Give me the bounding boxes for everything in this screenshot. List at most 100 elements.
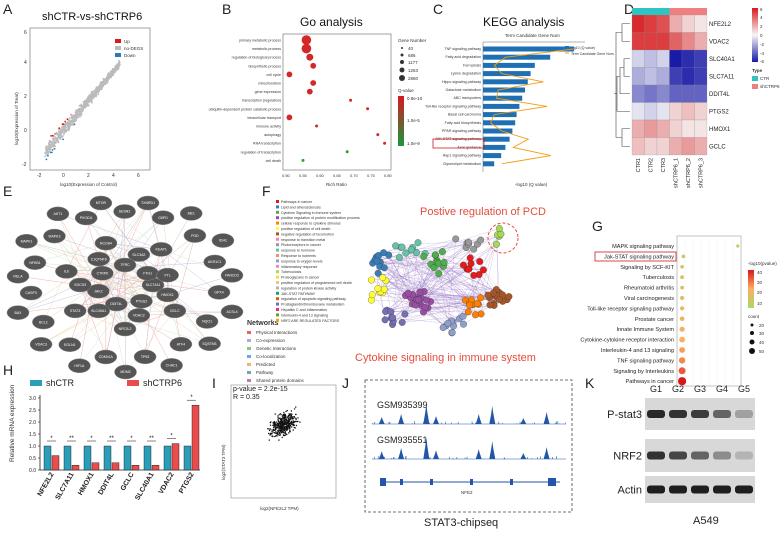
- panel-k-label: K: [585, 375, 595, 391]
- f-edge: [393, 263, 439, 322]
- i-point: [276, 435, 278, 437]
- h-bar-shctr: [83, 445, 92, 471]
- panel-h-bars: * ** * ** * ** **: [43, 395, 200, 471]
- e-node-label: SOCS3: [74, 283, 86, 287]
- h-sig: *: [50, 436, 53, 442]
- b-size-legend-0: 40: [408, 46, 414, 51]
- h-ytick: 3.0: [29, 396, 36, 402]
- i-point: [284, 427, 286, 429]
- b-xtick: 0.75: [367, 173, 376, 178]
- h-sig: *: [90, 436, 93, 442]
- a-point: [106, 81, 109, 83]
- e-node: [87, 283, 110, 299]
- panel-b-label: B: [222, 1, 231, 17]
- k-band: [691, 485, 709, 494]
- f-edge: [419, 292, 466, 301]
- panel-i-ylabel: log2(STAT3 TPM): [221, 444, 226, 480]
- c-category-label: Hippo signaling pathway: [442, 80, 481, 84]
- f-node: [367, 276, 375, 284]
- f-legend-label: inflammatory response: [281, 265, 317, 269]
- f-node: [430, 264, 438, 272]
- i-point: [290, 410, 293, 412]
- f-node: [464, 308, 472, 316]
- a-point: [102, 81, 105, 83]
- d-gene-label: GCLC: [709, 144, 726, 150]
- e-edge: [74, 310, 126, 373]
- f-edge: [427, 303, 494, 309]
- f-edge: [375, 259, 482, 315]
- k-band: [691, 451, 709, 460]
- f-edge: [388, 255, 406, 315]
- panel-a: A shCTR-vs-shCTRP6 Up no-DEGS Down -2 0 …: [3, 1, 151, 187]
- a-point: [90, 101, 93, 104]
- f-node: [470, 245, 478, 253]
- c-category-label: Fatty acid degradation: [445, 55, 481, 59]
- g-pathway-label: Toll-like receptor signaling pathway: [587, 306, 674, 312]
- a-point: [59, 130, 62, 133]
- k-protein-label: Actin: [618, 485, 642, 497]
- g-pathway-label: Rheumatoid arthritis: [624, 286, 674, 292]
- f-edge: [390, 304, 479, 312]
- f-legend-label: response to oxygen levels: [281, 259, 323, 263]
- j-exon: [470, 479, 473, 485]
- panel-b-term-labels: primary metabolic process metabolic proce…: [209, 39, 282, 163]
- e-node-label: BAX: [14, 311, 22, 315]
- i-point: [278, 425, 281, 427]
- d-heat-cell: [681, 102, 695, 121]
- a-point: [51, 134, 54, 137]
- d-heat-cell: [631, 119, 645, 138]
- e-node: [15, 234, 38, 249]
- f-edge: [416, 274, 480, 300]
- i-point: [278, 420, 280, 423]
- g-point: [678, 357, 686, 364]
- e-node: [46, 206, 70, 222]
- a-point: [107, 72, 110, 75]
- a-point: [48, 145, 51, 147]
- e-node-label: BCL2: [39, 320, 48, 324]
- d-sample-label: CTR1: [636, 158, 642, 172]
- d-type-cell: [657, 8, 670, 15]
- f-node: [435, 270, 443, 278]
- c-legend-0: log10 (Q value): [571, 46, 595, 50]
- f-legend-swatch: [276, 243, 279, 247]
- e-edge: [66, 261, 215, 272]
- h-bar-shctrp6: [51, 455, 60, 471]
- f-edge: [417, 295, 498, 298]
- e-node-label: JAK2: [94, 289, 102, 293]
- d-heat-cell: [631, 84, 645, 103]
- f-edge: [382, 252, 407, 293]
- c-category-label: Axon guidance: [457, 145, 481, 149]
- i-point: [280, 414, 282, 416]
- e-edge: [79, 284, 107, 358]
- panel-c-label: C: [433, 1, 443, 17]
- f-node: [423, 296, 430, 304]
- e-edge: [34, 242, 107, 263]
- f-edge: [380, 238, 456, 292]
- g-pathway-label: Innate Immune System: [616, 327, 674, 333]
- a-point: [45, 145, 48, 148]
- i-point: [278, 439, 280, 441]
- e-node: [87, 251, 110, 267]
- b-term-label: cell cycle: [266, 73, 281, 77]
- a-point: [49, 149, 52, 151]
- panel-a-ylabel: log10(Expression of Treat): [14, 92, 19, 145]
- g-color-1: 30: [757, 280, 763, 285]
- c-category-label: Basal cell carcinoma: [448, 113, 481, 117]
- a-point: [49, 146, 52, 149]
- e-legend-swatch: [247, 371, 251, 374]
- b-size-legend-dot: [399, 75, 405, 81]
- i-point: [285, 410, 287, 413]
- f-node: [380, 249, 388, 257]
- i-point: [290, 422, 292, 424]
- g-count-title: count: [748, 314, 760, 319]
- i-point: [295, 417, 297, 420]
- f-legend-label: negative regulation of locomotion: [281, 232, 334, 236]
- f-edge: [383, 252, 508, 300]
- a-point: [91, 100, 93, 102]
- i-point: [289, 429, 291, 432]
- d-type-cell: [669, 8, 682, 15]
- f-legend-swatch: [276, 308, 279, 311]
- a-point: [69, 121, 72, 124]
- e-node: [68, 277, 92, 293]
- f-edge: [385, 305, 495, 320]
